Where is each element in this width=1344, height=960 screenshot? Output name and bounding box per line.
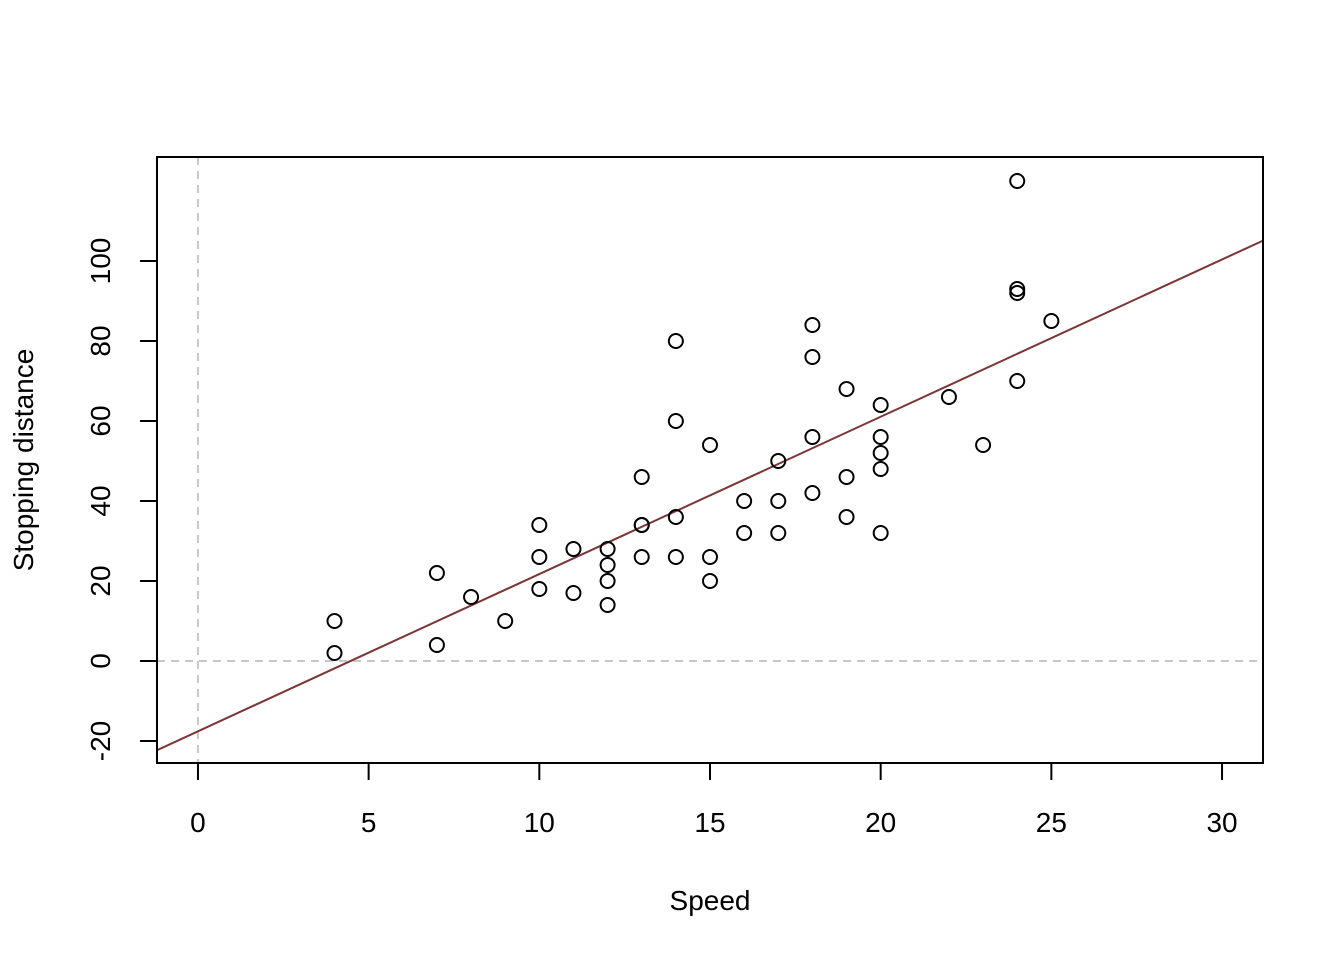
x-tick-label: 25 xyxy=(1036,807,1067,838)
y-tick-label: 0 xyxy=(85,653,116,669)
y-tick-label: 40 xyxy=(85,485,116,516)
data-point xyxy=(975,437,992,453)
data-point xyxy=(838,509,855,525)
regression-line-group xyxy=(157,239,1263,752)
x-tick-label: 15 xyxy=(694,807,725,838)
data-point xyxy=(463,589,480,605)
data-point xyxy=(1043,313,1060,329)
y-tick-label: -20 xyxy=(85,721,116,761)
data-point xyxy=(667,509,684,525)
data-point xyxy=(633,517,650,533)
data-point xyxy=(838,381,855,397)
data-point xyxy=(1009,281,1026,297)
data-point xyxy=(702,573,718,589)
x-tick-label: 30 xyxy=(1206,807,1237,838)
data-point xyxy=(940,389,957,405)
data-point xyxy=(667,549,684,565)
y-tick-label: 20 xyxy=(85,565,116,596)
data-point xyxy=(1009,285,1026,301)
data-point xyxy=(565,585,582,601)
regression-line xyxy=(157,239,1263,752)
data-point xyxy=(872,525,889,541)
data-point xyxy=(1009,373,1026,389)
data-point xyxy=(804,485,821,501)
data-point xyxy=(599,541,616,557)
data-point xyxy=(838,469,855,485)
y-tick-label: 60 xyxy=(85,405,116,436)
y-axis: -20 0 20 40 60 80 100 xyxy=(85,238,157,761)
data-point xyxy=(497,613,514,629)
data-point xyxy=(736,525,753,541)
data-point xyxy=(702,549,718,565)
data-point xyxy=(428,637,445,653)
data-point xyxy=(770,493,787,509)
data-point xyxy=(326,645,343,661)
data-point xyxy=(702,437,718,453)
data-point xyxy=(326,613,343,629)
reference-lines xyxy=(157,157,1263,763)
data-point xyxy=(667,413,684,429)
x-axis-title: Speed xyxy=(670,885,751,916)
data-point xyxy=(531,517,548,533)
data-point xyxy=(872,397,889,413)
data-point xyxy=(531,581,548,597)
data-point xyxy=(531,549,548,565)
data-point xyxy=(599,557,616,573)
data-point xyxy=(736,493,753,509)
data-points xyxy=(326,173,1060,661)
x-tick-label: 10 xyxy=(524,807,555,838)
data-point xyxy=(872,429,889,445)
data-point xyxy=(633,469,650,485)
data-point xyxy=(770,525,787,541)
x-axis: 0 5 10 15 20 25 30 xyxy=(190,763,1238,838)
data-point xyxy=(667,333,684,349)
plot-frame xyxy=(156,156,1264,764)
x-tick-label: 0 xyxy=(190,807,206,838)
x-tick-label: 5 xyxy=(361,807,377,838)
data-point xyxy=(770,453,787,469)
data-point xyxy=(565,541,582,557)
x-tick-label: 20 xyxy=(865,807,896,838)
y-tick-label: 100 xyxy=(85,238,116,285)
data-point xyxy=(804,317,821,333)
data-point xyxy=(599,573,616,589)
data-point xyxy=(872,461,889,477)
data-point xyxy=(1009,173,1026,189)
data-point xyxy=(428,565,445,581)
data-point xyxy=(599,597,616,613)
data-point xyxy=(804,349,821,365)
data-point xyxy=(633,549,650,565)
y-axis-title: Stopping distance xyxy=(8,349,39,572)
y-tick-label: 80 xyxy=(85,325,116,356)
data-point xyxy=(872,445,889,461)
data-point xyxy=(804,429,821,445)
